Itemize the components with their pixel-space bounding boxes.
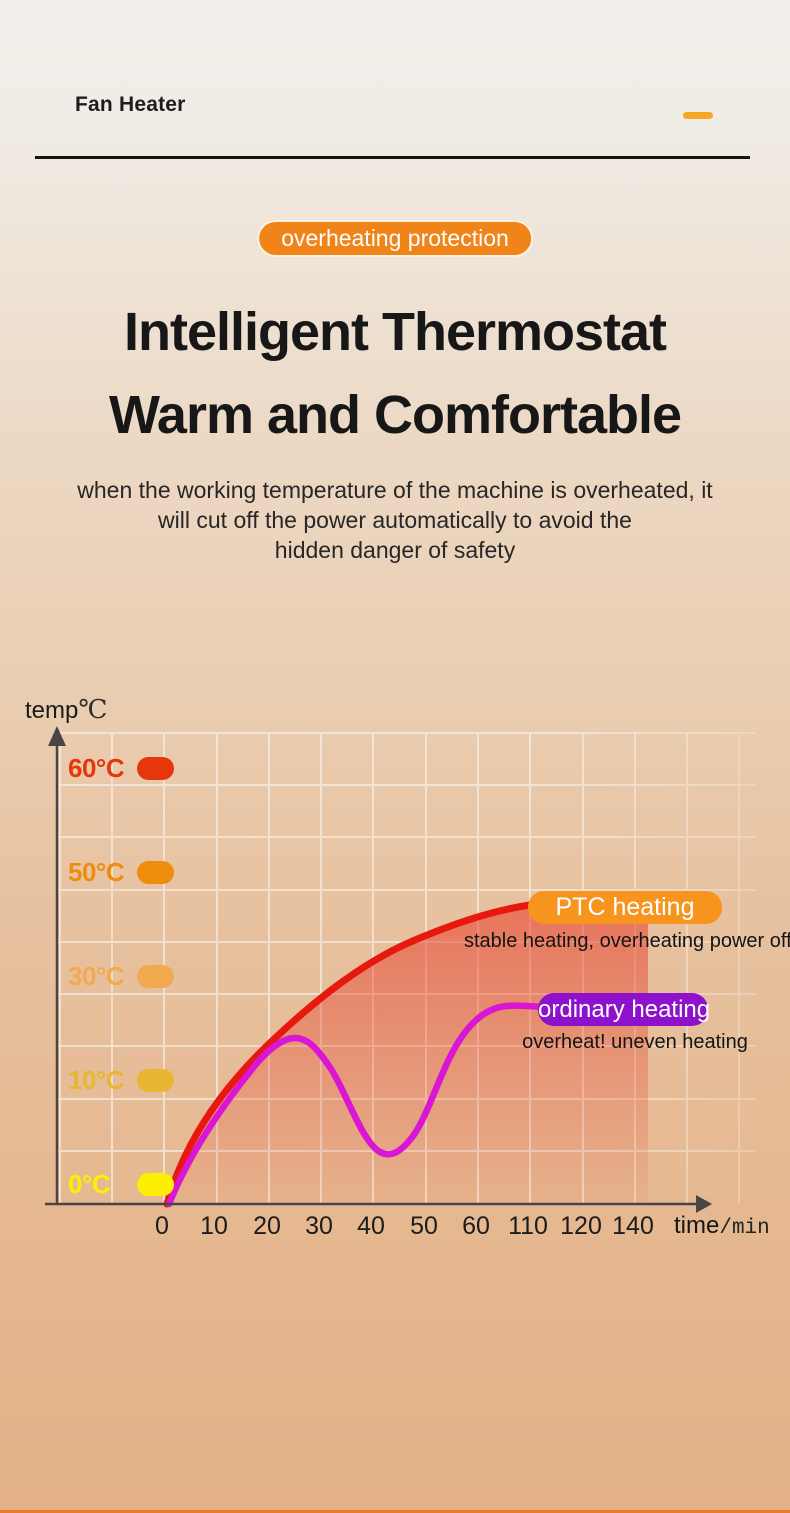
page-title-line2: Warm and Comfortable — [108, 385, 682, 445]
y-label-row: 30°C — [0, 961, 200, 991]
x-tick-label: 10 — [200, 1212, 228, 1240]
y-tick-label: 10°C — [68, 1064, 125, 1095]
temperature-chip — [137, 756, 174, 780]
description-line3: hidden danger of safety — [274, 537, 516, 563]
temperature-chip — [137, 1068, 174, 1092]
y-tick-label: 0°C — [68, 1168, 111, 1199]
page-title-line1: Intelligent Thermostat — [123, 302, 667, 362]
x-axis-arrow-icon — [696, 1195, 712, 1213]
y-axis-title-text: temp — [25, 697, 79, 724]
x-tick-label: 60 — [462, 1212, 490, 1240]
x-axis-unit: /min — [719, 1217, 770, 1240]
x-tick-label: 0 — [155, 1212, 169, 1240]
x-tick-label: 120 — [560, 1212, 602, 1240]
brand-title: Fan Heater — [75, 93, 186, 116]
legend-badge-ordinary-heating: ordinary heating — [538, 993, 710, 1026]
feature-badge: overheating protection — [257, 220, 533, 257]
y-tick-label: 60°C — [68, 752, 125, 783]
chart-canvas — [45, 726, 755, 1213]
axes — [45, 742, 696, 1206]
y-label-row: 50°C — [0, 857, 200, 887]
x-tick-label: 140 — [612, 1212, 654, 1240]
temperature-chart: temp℃ 60°C 50°C 30°C 10°C 0°C 0 10 20 30… — [0, 690, 790, 1270]
temperature-chip — [137, 860, 174, 884]
description-line1: when the working temperature of the mach… — [77, 477, 713, 503]
legend-badge-ptc-heating: PTC heating — [528, 891, 722, 924]
y-axis-title: temp℃ — [25, 695, 107, 725]
temperature-chip — [137, 964, 174, 988]
ptc-heating-curve — [163, 901, 534, 1208]
x-axis-title-text: time — [674, 1212, 720, 1239]
accent-dash — [683, 112, 713, 119]
description-line2: will cut off the power automatically to … — [158, 507, 632, 533]
x-tick-label: 40 — [357, 1212, 385, 1240]
y-tick-label: 50°C — [68, 856, 125, 887]
x-tick-label: 50 — [410, 1212, 438, 1240]
temperature-chip — [137, 1172, 174, 1196]
y-label-row: 0°C — [0, 1169, 200, 1199]
caption-ordinary-heating: overheat! uneven heating — [522, 1031, 748, 1053]
header-divider — [35, 156, 750, 159]
ptc-area-fill — [167, 901, 648, 1204]
x-axis-title: time/min — [674, 1212, 770, 1240]
caption-ptc-heating: stable heating, overheating power off — [464, 930, 790, 952]
ordinary-heating-curve — [165, 1002, 546, 1208]
y-label-row: 10°C — [0, 1065, 200, 1095]
y-axis-arrow-icon — [48, 726, 66, 746]
bottom-accent-line — [0, 1510, 790, 1513]
x-tick-label: 110 — [508, 1212, 548, 1240]
x-tick-label: 20 — [253, 1212, 281, 1240]
y-label-row: 60°C — [0, 753, 200, 783]
y-tick-label: 30°C — [68, 960, 125, 991]
x-tick-label: 30 — [305, 1212, 333, 1240]
y-axis-unit: ℃ — [78, 695, 108, 725]
